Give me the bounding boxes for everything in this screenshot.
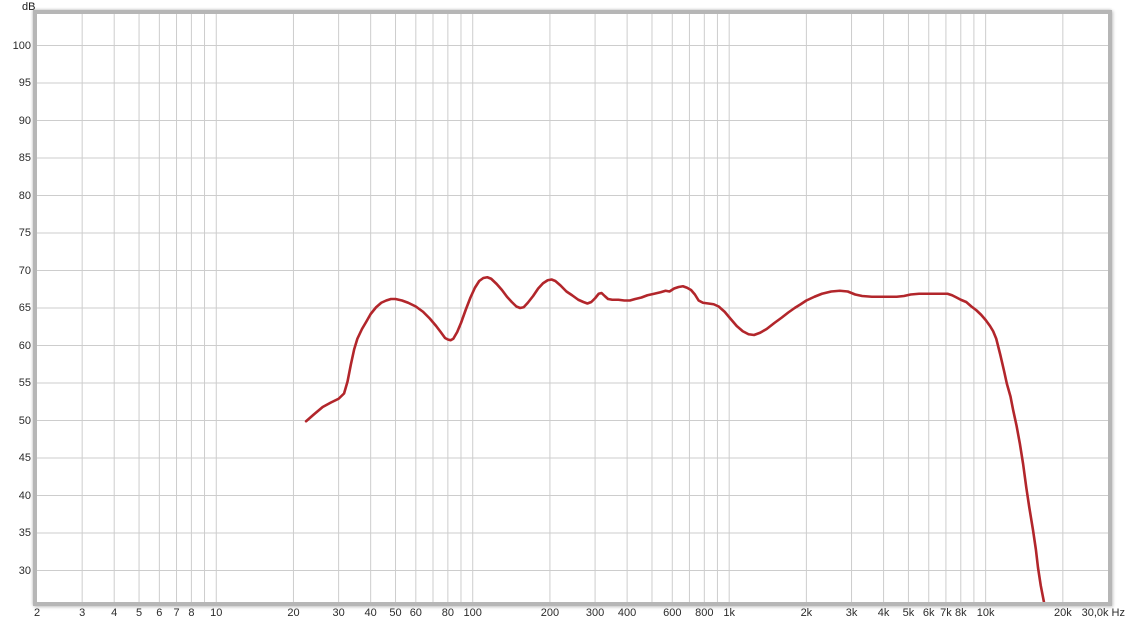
y-tick-label: 95 xyxy=(18,77,31,89)
y-tick-label: 35 xyxy=(18,527,31,539)
y-tick-label: 85 xyxy=(18,152,31,164)
x-tick-label: 200 xyxy=(540,607,560,619)
y-tick-label: 65 xyxy=(18,302,31,314)
y-tick-label: 100 xyxy=(12,39,31,52)
x-tick-label: 5k xyxy=(902,607,915,619)
y-tick-label: 90 xyxy=(18,114,31,127)
x-tick-label: 2k xyxy=(800,607,813,619)
y-tick-label: 50 xyxy=(18,414,31,427)
x-tick-label: 8 xyxy=(188,607,195,619)
x-tick-label: 30,0k Hz xyxy=(1081,607,1125,619)
x-tick-label: 60 xyxy=(409,607,422,619)
y-tick-label: 40 xyxy=(18,489,31,502)
x-tick-label: 20 xyxy=(287,607,300,619)
y-tick-label: 80 xyxy=(18,189,31,202)
x-tick-label: 10 xyxy=(210,607,223,619)
x-tick-label: 20k xyxy=(1053,607,1072,619)
x-tick-label: 6k xyxy=(922,607,935,619)
x-tick-label: 7 xyxy=(173,607,180,619)
x-tick-label: 10k xyxy=(976,607,995,619)
x-tick-label: 50 xyxy=(389,607,402,619)
y-tick-label: 70 xyxy=(18,264,31,277)
x-tick-label: 6 xyxy=(156,607,163,619)
y-tick-label: 30 xyxy=(18,564,31,577)
y-axis-unit-label: dB xyxy=(22,1,36,13)
x-tick-label: 300 xyxy=(585,607,605,619)
x-tick-label: 7k xyxy=(940,607,952,619)
x-tick-label: 4 xyxy=(111,607,118,619)
x-tick-label: 4k xyxy=(877,607,890,619)
response-curve xyxy=(304,275,1046,602)
x-tick-label: 5 xyxy=(135,607,143,619)
x-tick-label: 3 xyxy=(79,607,86,619)
x-tick-label: 80 xyxy=(441,607,454,619)
y-tick-label: 45 xyxy=(18,452,31,464)
x-tick-label: 40 xyxy=(364,607,377,619)
x-tick-label: 1k xyxy=(723,607,735,619)
x-tick-label: 2 xyxy=(33,607,41,619)
x-tick-label: 8k xyxy=(954,607,967,619)
x-tick-label: 100 xyxy=(463,607,482,619)
x-tick-label: 400 xyxy=(617,607,637,619)
x-tick-label: 3k xyxy=(845,607,858,619)
y-tick-label: 55 xyxy=(18,377,31,389)
plot-area xyxy=(33,10,1112,606)
y-tick-label: 75 xyxy=(18,227,31,239)
y-tick-label: 60 xyxy=(18,339,31,352)
x-tick-label: 800 xyxy=(695,607,714,619)
chart-canvas xyxy=(37,14,1108,602)
x-tick-label: 600 xyxy=(663,607,682,619)
x-tick-label: 30 xyxy=(332,607,345,619)
